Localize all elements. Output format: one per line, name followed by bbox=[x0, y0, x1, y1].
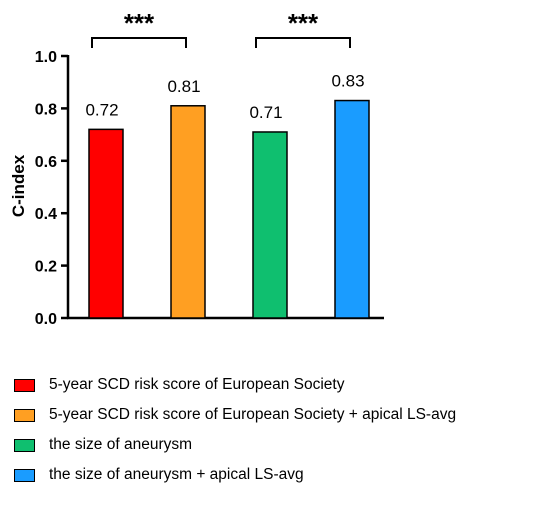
legend-label: the size of aneurysm + apical LS-avg bbox=[49, 466, 304, 483]
y-tick-label: 1.0 bbox=[35, 49, 57, 66]
legend-swatch bbox=[14, 378, 35, 392]
significance-label: *** bbox=[124, 8, 155, 38]
y-tick-label: 0.2 bbox=[35, 259, 57, 276]
legend-item: the size of aneurysm bbox=[14, 432, 456, 458]
significance-label: *** bbox=[288, 8, 319, 38]
y-tick-label: 0.6 bbox=[35, 154, 57, 171]
bar bbox=[334, 99, 370, 319]
y-axis: 0.0 0.2 0.4 0.6 0.8 1.0 bbox=[35, 49, 384, 328]
bar-value-label: 0.71 bbox=[249, 103, 282, 122]
legend: 5-year SCD risk score of European Societ… bbox=[14, 372, 456, 492]
y-tick-label: 0.0 bbox=[35, 311, 57, 328]
y-tick-label: 0.8 bbox=[35, 101, 57, 118]
y-axis-label: C-index bbox=[9, 154, 28, 217]
bar bbox=[252, 131, 288, 319]
legend-swatch bbox=[14, 468, 35, 482]
legend-item: 5-year SCD risk score of European Societ… bbox=[14, 372, 456, 398]
legend-label: 5-year SCD risk score of European Societ… bbox=[49, 376, 345, 393]
bar-value-label: 0.83 bbox=[331, 72, 364, 91]
bars bbox=[88, 99, 370, 319]
bar-value-label: 0.72 bbox=[85, 100, 118, 119]
legend-swatch bbox=[14, 438, 35, 452]
legend-swatch bbox=[14, 408, 35, 422]
data-labels: 0.72 0.81 0.71 0.83 bbox=[85, 72, 364, 122]
bar bbox=[88, 128, 124, 319]
significance-bracket bbox=[255, 37, 351, 48]
legend-label: the size of aneurysm bbox=[49, 436, 193, 453]
bar-chart: 0.00.20.40.60.81.0 C-index 0.720.810.710… bbox=[9, 8, 384, 328]
legend-item: 5-year SCD risk score of European Societ… bbox=[14, 402, 456, 428]
y-tick-label: 0.4 bbox=[35, 206, 57, 223]
legend-label: 5-year SCD risk score of European Societ… bbox=[49, 406, 457, 423]
significance-bracket bbox=[91, 37, 187, 48]
bar bbox=[170, 105, 206, 319]
significance-brackets: *** *** bbox=[91, 8, 351, 48]
legend-item: the size of aneurysm + apical LS-avg bbox=[14, 462, 456, 488]
bar-value-label: 0.81 bbox=[167, 77, 200, 96]
